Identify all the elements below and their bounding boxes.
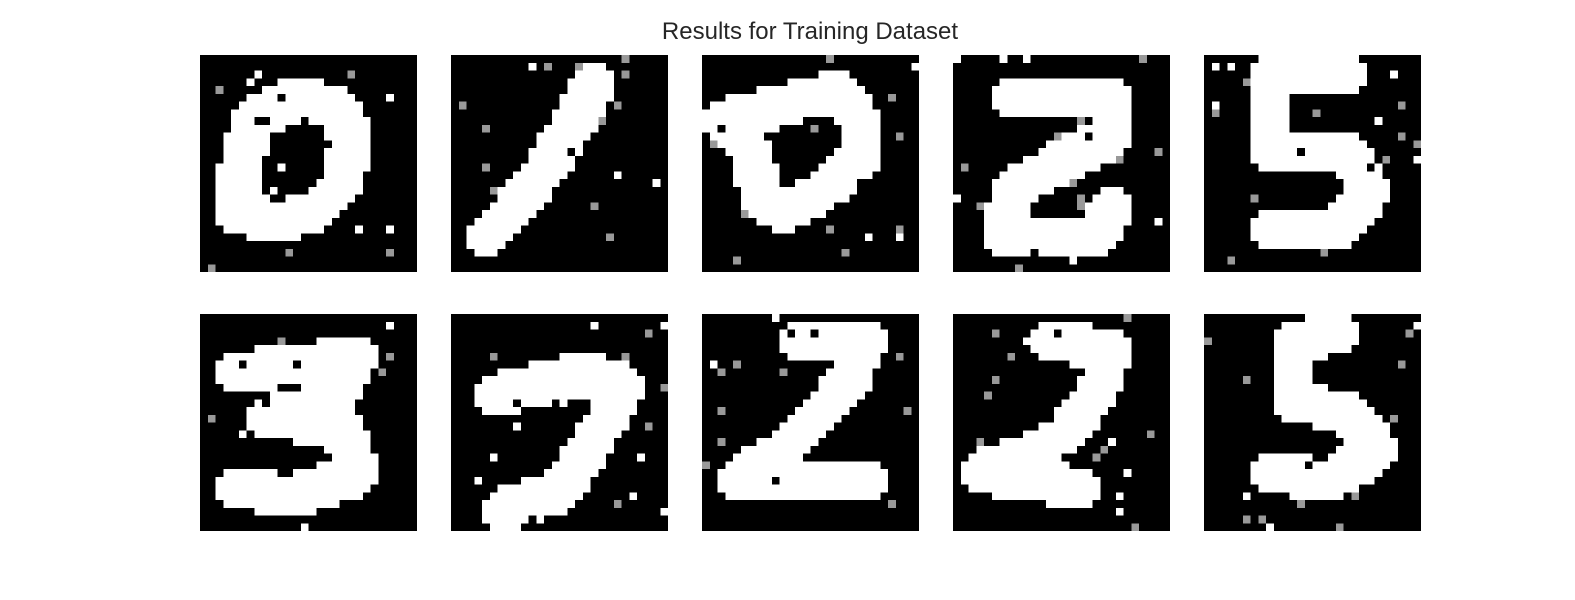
generated-digit-image-8 bbox=[702, 314, 919, 531]
figure-title: Results for Training Dataset bbox=[661, 18, 959, 45]
generated-digit-image-1 bbox=[200, 55, 417, 272]
generated-digit-image-10 bbox=[1204, 314, 1421, 531]
generated-digit-image-7 bbox=[451, 314, 668, 531]
generated-digit-image-3 bbox=[702, 55, 919, 272]
generated-digit-image-6 bbox=[200, 314, 417, 531]
generated-digit-image-5 bbox=[1204, 55, 1421, 272]
generated-digit-image-2 bbox=[451, 55, 668, 272]
generated-digit-image-9 bbox=[953, 314, 1170, 531]
generated-digit-image-4 bbox=[953, 55, 1170, 272]
